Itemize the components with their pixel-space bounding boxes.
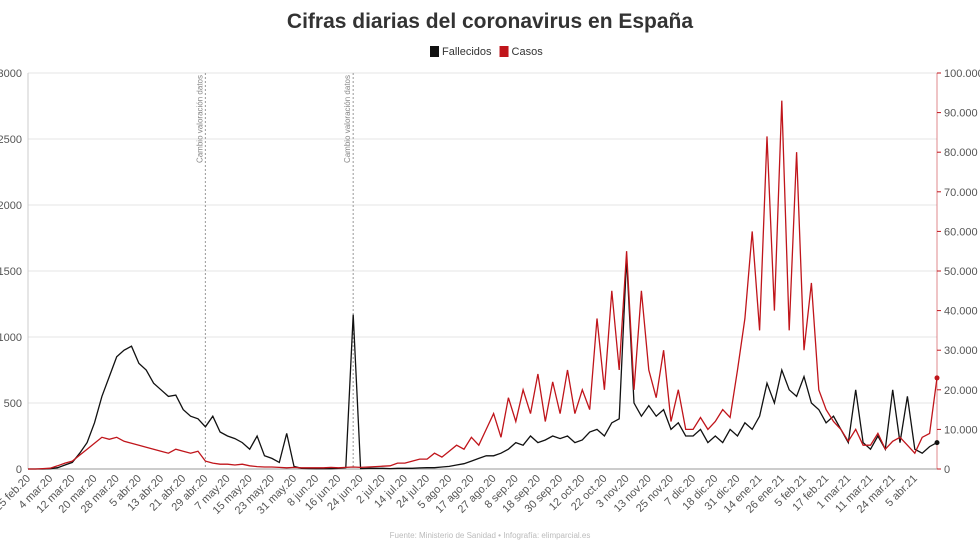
- end-dot: [934, 440, 940, 446]
- annotation: Cambio valoración datos: [195, 75, 204, 163]
- y2-tick-label: 30.000: [944, 345, 978, 357]
- legend-label: Casos: [512, 46, 544, 58]
- y2-tick-label: 90.000: [944, 108, 978, 120]
- legend-swatch: [430, 46, 439, 57]
- y2-tick-label: 10.000: [944, 424, 978, 436]
- y2-tick-label: 70.000: [944, 187, 978, 199]
- legend-label: Fallecidos: [442, 46, 492, 58]
- y-tick-label: 0: [16, 464, 22, 476]
- y2-tick-label: 20.000: [944, 385, 978, 397]
- y-tick-label: 3000: [0, 68, 22, 80]
- y-tick-label: 2000: [0, 200, 22, 212]
- y-tick-label: 1500: [0, 266, 22, 278]
- y2-tick-label: 0: [944, 464, 950, 476]
- series-line: [28, 257, 938, 470]
- chart-title: Cifras diarias del coronavirus en España: [287, 10, 693, 33]
- y2-tick-label: 40.000: [944, 306, 978, 318]
- y2-tick-label: 50.000: [944, 266, 978, 278]
- legend-swatch: [499, 46, 509, 57]
- end-dot: [934, 375, 940, 381]
- source: Fuente: Ministerio de Sanidad • Infograf…: [390, 531, 591, 540]
- y2-tick-label: 80.000: [944, 147, 978, 159]
- y-tick-label: 1000: [0, 332, 22, 344]
- y-tick-label: 2500: [0, 134, 22, 146]
- y-tick-label: 500: [4, 398, 22, 410]
- y2-tick-label: 60.000: [944, 226, 978, 238]
- y2-tick-label: 100.000: [944, 68, 980, 80]
- series-line: [28, 100, 938, 470]
- annotation: Cambio valoración datos: [343, 75, 352, 163]
